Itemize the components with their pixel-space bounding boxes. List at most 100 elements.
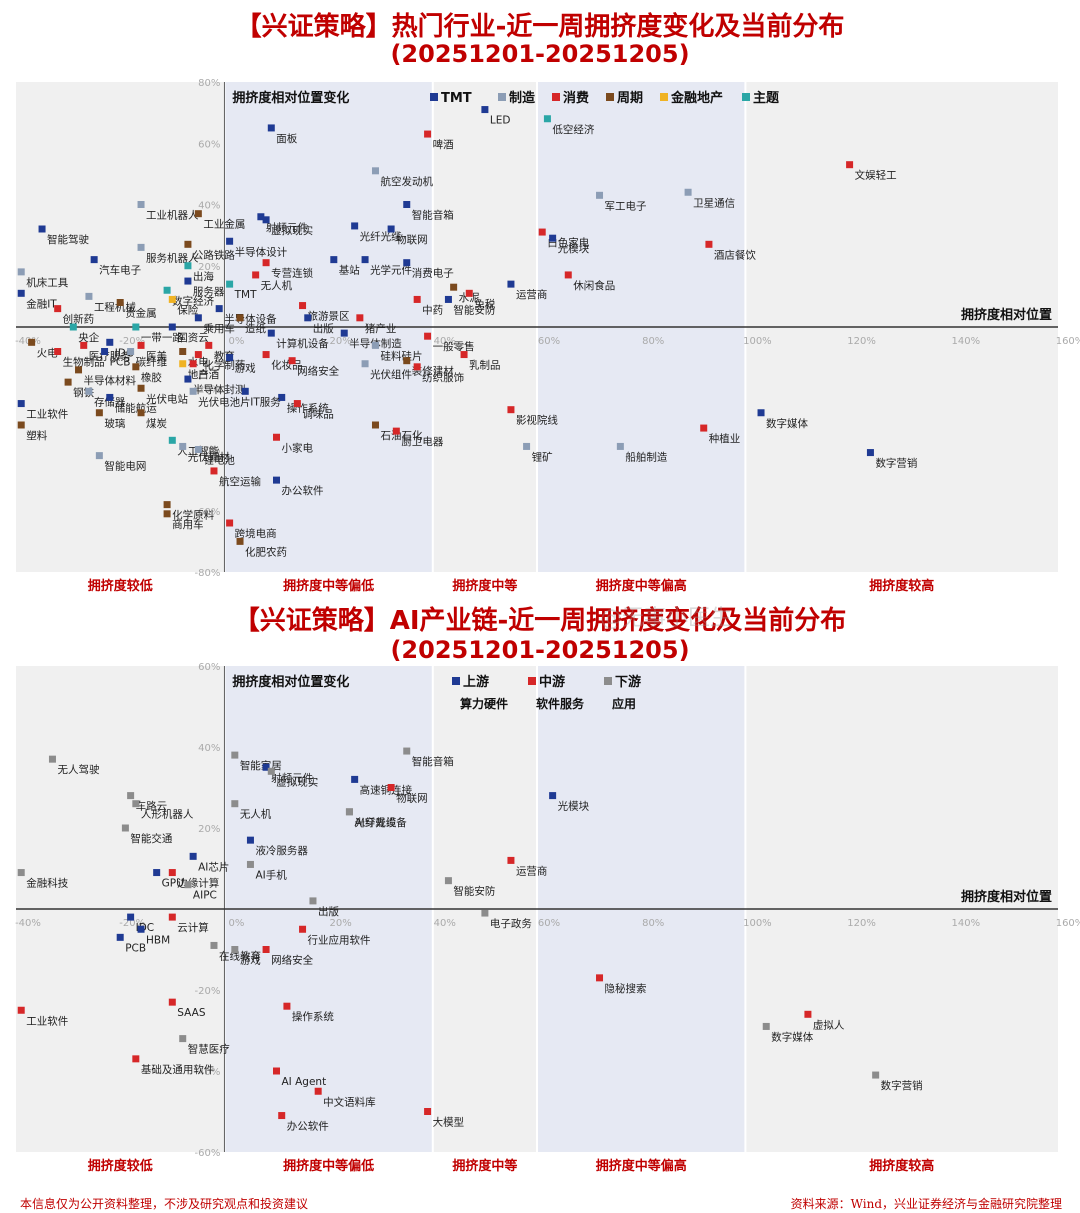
chart1-point: [132, 363, 140, 371]
chart1-point: [226, 280, 234, 288]
chart1-point-label: 射频元件: [266, 221, 308, 234]
chart1-point-label: 乘用车: [203, 322, 235, 335]
chart1-point: [17, 289, 25, 297]
chart2-legend-marker: [528, 677, 536, 685]
chart2-point: [507, 856, 515, 864]
chart1-point-label: 计算机设备: [276, 337, 329, 350]
chart2-point-label: 智能家居: [240, 759, 282, 772]
chart1-legend-label: 制造: [509, 90, 536, 106]
chart2-point: [132, 1055, 140, 1063]
chart1-point-label: 机床工具: [26, 276, 68, 289]
chart2-point-label: 行业应用软件: [308, 933, 371, 946]
chart1-point-label: TMT: [234, 289, 257, 301]
chart1-point-label: 影视院线: [516, 414, 558, 427]
chart1-point: [17, 400, 25, 408]
chart1-point: [403, 201, 411, 208]
chart2-point-label: 无人驾驶: [57, 763, 99, 776]
chart1-point-label: 种植业: [709, 432, 741, 445]
chart1-x-tick-label: 120%: [847, 336, 876, 347]
chart1-point: [194, 314, 202, 322]
chart1-point-label: 乳制品: [469, 359, 501, 372]
chart1-point: [137, 409, 145, 417]
chart1-point-label: 碳纤维: [136, 356, 168, 369]
footer-source: 资料来源：Wind，兴业证券经济与金融研究院整理: [790, 1197, 1062, 1211]
chart1-point: [262, 351, 270, 359]
chart1-legend-marker: [606, 93, 614, 101]
chart1-point-label: 火电: [37, 346, 58, 359]
chart2-point-label: 运营商: [516, 864, 548, 877]
chart2-point-label: 人形机器人: [141, 808, 194, 821]
chart1-point: [273, 433, 280, 441]
chart1-point: [137, 201, 145, 208]
chart1-point-label: 存储器: [94, 395, 126, 408]
chart1-point: [450, 283, 458, 291]
chart1-point: [194, 351, 202, 359]
chart1-point-label: 工程机械: [94, 300, 136, 313]
chart1-point-label: PCB: [110, 357, 131, 369]
chart1-point-label: 化学原料: [172, 509, 214, 522]
chart2-point: [121, 824, 129, 832]
chart1-point-label: 光伏电站: [146, 392, 188, 405]
chart2-x-tick-label: 0%: [228, 918, 244, 929]
chart2-plot: -40% -20% 0% 20% 40% 60% 80% 100% 120% 140% 160% -6…: [15, 662, 1080, 1174]
chart1-legend-label: 消费: [563, 90, 589, 106]
chart1-y-tick-label: -40%: [195, 446, 221, 457]
chart2-x-tick-label: 160%: [1056, 918, 1080, 929]
chart1-point: [163, 286, 171, 294]
chart1-point: [17, 421, 25, 429]
chart2-point: [762, 1022, 770, 1030]
chart1-zone-label: 拥挤度中等偏低: [283, 578, 374, 594]
chart1-point: [17, 268, 25, 276]
chart2-zone-label: 拥挤度较低: [88, 1158, 153, 1174]
chart2-point: [345, 808, 353, 816]
chart1-point-label: 航空发动机: [380, 175, 433, 188]
chart2-point: [351, 775, 359, 783]
chart1-point: [85, 387, 93, 395]
chart1-point: [168, 323, 176, 331]
chart2-point-label: 数字媒体: [771, 1030, 813, 1043]
chart1-x-tick-label: 100%: [743, 336, 772, 347]
chart2-point: [231, 751, 239, 759]
chart1-y-axis-title: 拥挤度相对位置变化: [232, 90, 349, 106]
chart1-point: [95, 452, 103, 460]
chart2-x-tick-label: 120%: [847, 918, 876, 929]
chart1-point: [85, 292, 93, 300]
chart2-point: [403, 747, 411, 755]
chart2-x-tick-label: -40%: [15, 918, 41, 929]
chart1-point: [304, 314, 312, 322]
chart2-y-tick-label: 60%: [198, 662, 220, 673]
chart1-point: [273, 476, 280, 484]
chart1-point-label: 免税: [474, 297, 495, 310]
chart2-point: [17, 869, 25, 877]
chart2-point: [127, 792, 135, 800]
chart1-point-label: 光模块: [558, 242, 590, 255]
chart1-point: [137, 384, 145, 392]
chart1-point: [465, 289, 473, 297]
chart2-point-label: 游戏: [240, 954, 261, 967]
chart2-point: [17, 1006, 25, 1014]
chart2-point: [246, 860, 254, 868]
chart1-point-label: 医美: [146, 349, 167, 362]
chart1-zone-label: 拥挤度较低: [88, 578, 153, 594]
chart1-x-tick-label: 140%: [952, 336, 981, 347]
chart1-point-label: 智能安防: [453, 303, 495, 316]
chart1-point: [168, 436, 176, 444]
chart2-x-tick-label: 80%: [642, 918, 664, 929]
chart2-point: [262, 946, 270, 953]
chart1-point-label: 工业软件: [26, 408, 68, 421]
chart1-point-label: 央企: [78, 331, 99, 344]
chart1-point-label: 虚拟现实: [271, 224, 313, 237]
chart2-y-tick-label: -20%: [195, 986, 221, 997]
chart1-point-label: 出版: [313, 322, 334, 335]
chart2-x-tick-label: 20%: [329, 918, 351, 929]
chart1-point: [106, 393, 114, 401]
chart1-point-label: 创新药: [63, 313, 95, 326]
chart1-point-label: 卫星通信: [693, 197, 735, 209]
chart1-point-label: 光纤光缆: [360, 230, 402, 243]
chart2-point-label: AIPC: [193, 890, 217, 902]
chart1-point-label: 商用车: [172, 518, 204, 531]
chart2-point: [283, 1002, 291, 1010]
chart1-point-label: 地产: [188, 368, 209, 381]
chart1-point-label: 造纸: [245, 322, 266, 335]
chart2-point: [444, 877, 452, 885]
